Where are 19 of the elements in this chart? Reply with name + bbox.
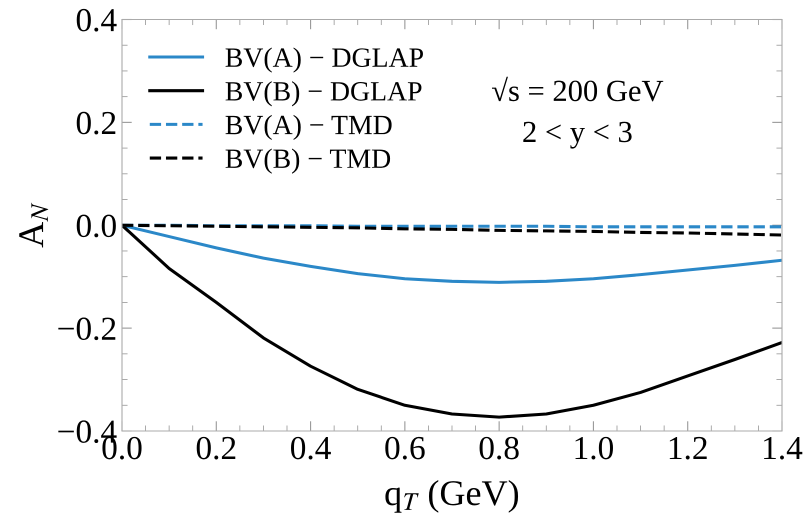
legend-label: BV(A) − DGLAP <box>226 47 423 73</box>
x-tick-label: 1.2 <box>670 436 707 460</box>
x-axis-title: q$_{T}$ (GeV) <box>385 480 518 513</box>
x-tick-label: 0.4 <box>291 436 331 460</box>
legend-label: BV(B) − DGLAP <box>226 81 422 106</box>
legend-label: BV(B) − TMD <box>226 148 390 174</box>
y-tick-label: 0.4 <box>76 8 117 32</box>
x-tick-label: 0.8 <box>480 436 519 460</box>
y-tick-label: 0.0 <box>76 214 116 238</box>
y-axis-title: A$_{N}$ <box>19 202 48 248</box>
annotation: √s = 200 GeV <box>492 76 664 102</box>
x-tick-label: 0.6 <box>385 436 425 460</box>
legend-label: BV(A) − TMD <box>226 114 392 140</box>
x-tick-label: 1.4 <box>764 436 802 460</box>
y-tick-label: 0.2 <box>76 112 116 134</box>
y-tick-label: −0.2 <box>58 318 116 340</box>
annotation: 2 < y < 3 <box>523 122 632 149</box>
x-tick-label: 1.0 <box>576 436 613 460</box>
x-tick-label: 0.2 <box>196 436 236 460</box>
